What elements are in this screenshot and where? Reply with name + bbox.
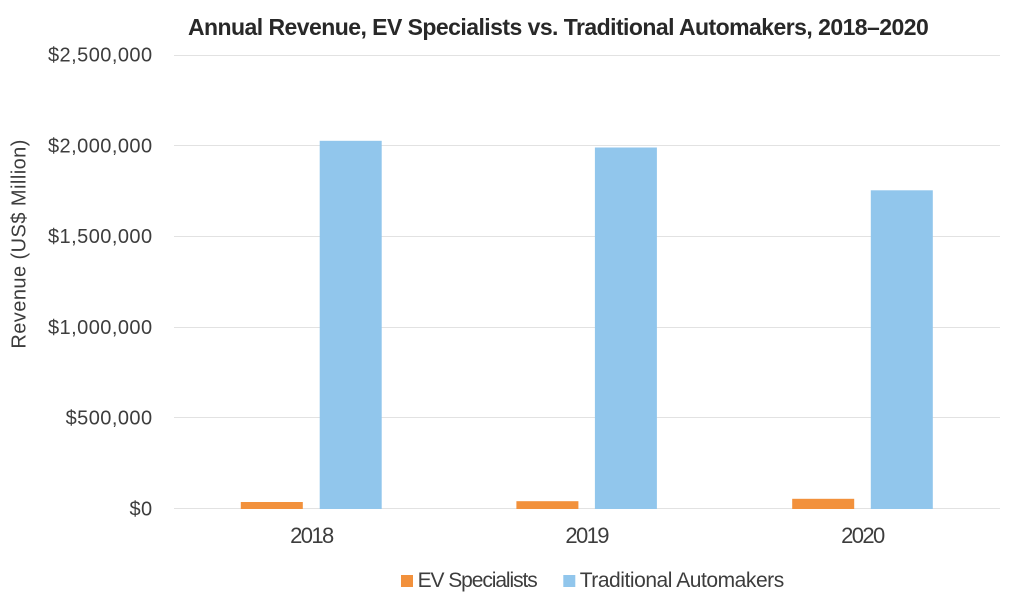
svg-text:$1,500,000: $1,500,000 [48, 226, 153, 248]
svg-text:$1,000,000: $1,000,000 [48, 317, 153, 339]
svg-text:$500,000: $500,000 [66, 408, 153, 430]
svg-text:$0: $0 [129, 499, 152, 521]
svg-text:2020: 2020 [841, 523, 885, 548]
svg-text:Annual Revenue, EV Specialists: Annual Revenue, EV Specialists vs. Tradi… [188, 14, 928, 40]
svg-text:2018: 2018 [290, 523, 334, 548]
svg-text:Revenue (US$ Million): Revenue (US$ Million) [8, 139, 30, 349]
svg-text:Traditional Automakers: Traditional Automakers [580, 569, 784, 592]
svg-text:$2,000,000: $2,000,000 [48, 135, 153, 157]
svg-text:2019: 2019 [565, 523, 609, 548]
svg-text:$2,500,000: $2,500,000 [48, 45, 153, 67]
svg-text:EV Specialists: EV Specialists [418, 569, 538, 592]
